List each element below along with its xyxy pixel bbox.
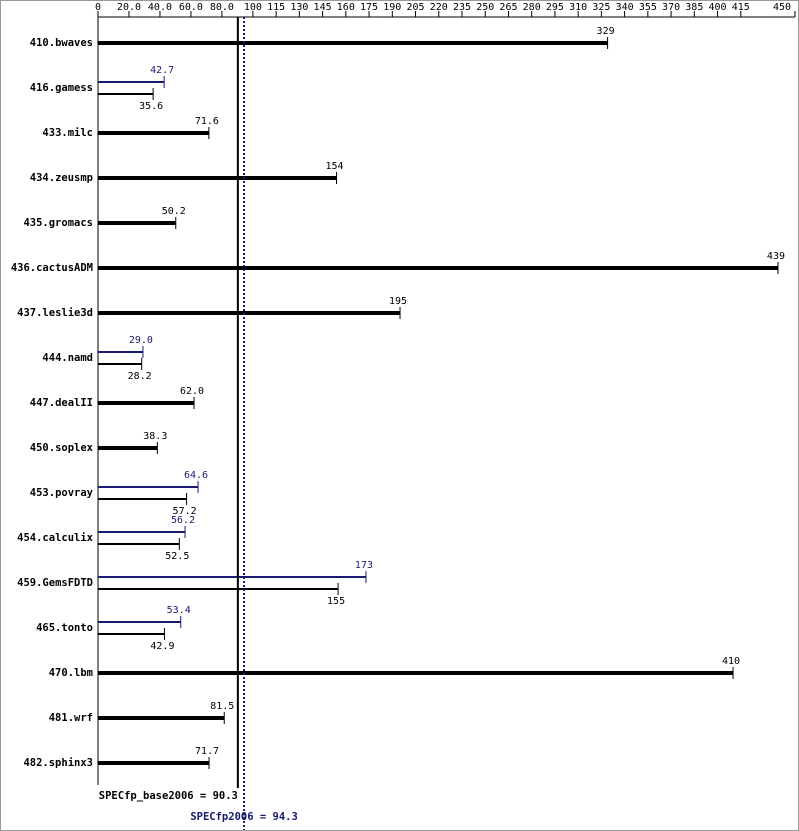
bar	[98, 221, 176, 225]
x-tick-label: 325	[592, 2, 610, 13]
value-label: 42.7	[150, 65, 174, 76]
x-tick-label: 340	[616, 2, 634, 13]
value-label: 71.6	[195, 116, 219, 127]
run-bar	[98, 81, 165, 83]
value-label: 173	[355, 560, 373, 571]
value-label: 155	[327, 596, 345, 607]
category-label: 436.cactusADM	[11, 262, 93, 274]
value-label: 410	[722, 656, 740, 667]
x-tick-label: 370	[662, 2, 680, 13]
value-label: 81.5	[210, 701, 234, 712]
category-label: 435.gromacs	[23, 217, 93, 229]
x-tick-label: 450	[773, 2, 791, 13]
x-tick-label: 130	[290, 2, 308, 13]
x-tick-label: 20.0	[117, 2, 141, 13]
x-tick-label: 80.0	[210, 2, 234, 13]
value-label: 56.2	[171, 515, 195, 526]
value-label: 28.2	[128, 371, 152, 382]
x-tick-label: 60.0	[179, 2, 203, 13]
run-bar	[98, 498, 187, 500]
category-label: 454.calculix	[17, 532, 94, 544]
value-label: 64.6	[184, 470, 208, 481]
reference-label: SPECfp2006 = 94.3	[190, 811, 297, 823]
x-tick-label: 385	[685, 2, 703, 13]
x-tick-label: 400	[709, 2, 727, 13]
value-label: 439	[767, 251, 785, 262]
run-bar	[98, 543, 180, 545]
run-bar	[98, 351, 143, 353]
x-tick-label: 295	[546, 2, 564, 13]
bar	[98, 41, 608, 45]
bar	[98, 401, 195, 405]
value-label: 329	[597, 26, 615, 37]
bar	[98, 266, 778, 270]
x-tick-label: 265	[499, 2, 517, 13]
x-tick-label: 115	[267, 2, 285, 13]
x-tick-label: 0	[95, 2, 101, 13]
bar	[98, 716, 225, 720]
category-label: 434.zeusmp	[30, 172, 93, 184]
x-tick-label: 190	[383, 2, 401, 13]
x-tick-label: 310	[569, 2, 587, 13]
category-label: 453.povray	[30, 487, 94, 499]
category-label: 481.wrf	[49, 712, 93, 724]
x-tick-label: 145	[314, 2, 332, 13]
run-bar	[98, 576, 366, 578]
run-bar	[98, 531, 186, 533]
bar	[98, 311, 401, 315]
run-bar	[98, 621, 181, 623]
x-tick-label: 160	[337, 2, 355, 13]
value-label: 38.3	[143, 431, 167, 442]
category-label: 450.soplex	[30, 442, 94, 454]
category-label: 482.sphinx3	[23, 757, 93, 769]
bar	[98, 446, 158, 450]
run-bar	[98, 588, 339, 590]
value-label: 35.6	[139, 101, 163, 112]
x-tick-label: 280	[523, 2, 541, 13]
run-bar	[98, 486, 199, 488]
value-label: 29.0	[129, 335, 153, 346]
category-label: 444.namd	[42, 352, 93, 364]
value-label: 154	[325, 161, 343, 172]
value-label: 62.0	[180, 386, 204, 397]
x-tick-label: 175	[360, 2, 378, 13]
category-label: 447.dealII	[30, 397, 93, 409]
bar	[98, 176, 337, 180]
value-label: 195	[389, 296, 407, 307]
value-label: 42.9	[150, 641, 174, 652]
category-label: 433.milc	[42, 127, 93, 139]
value-label: 52.5	[165, 551, 189, 562]
x-tick-label: 235	[453, 2, 471, 13]
category-label: 416.gamess	[30, 82, 93, 94]
bar	[98, 131, 209, 135]
category-label: 465.tonto	[36, 622, 93, 634]
bar	[98, 761, 210, 765]
x-tick-label: 40.0	[148, 2, 172, 13]
x-tick-label: 355	[639, 2, 657, 13]
run-bar	[98, 633, 165, 635]
x-tick-label: 220	[430, 2, 448, 13]
category-label: 459.GemsFDTD	[17, 577, 93, 589]
run-bar	[98, 93, 154, 95]
category-label: 410.bwaves	[30, 37, 93, 49]
x-tick-label: 250	[476, 2, 494, 13]
reference-label: SPECfp_base2006 = 90.3	[99, 790, 238, 802]
run-bar	[98, 363, 142, 365]
bar	[98, 671, 734, 675]
x-tick-label: 415	[732, 2, 750, 13]
category-label: 470.lbm	[49, 667, 93, 679]
value-label: 50.2	[162, 206, 186, 217]
category-label: 437.leslie3d	[17, 307, 93, 319]
x-tick-label: 100	[244, 2, 262, 13]
x-tick-label: 205	[406, 2, 424, 13]
value-label: 57.2	[173, 506, 197, 517]
value-label: 71.7	[195, 746, 219, 757]
value-label: 53.4	[167, 605, 191, 616]
